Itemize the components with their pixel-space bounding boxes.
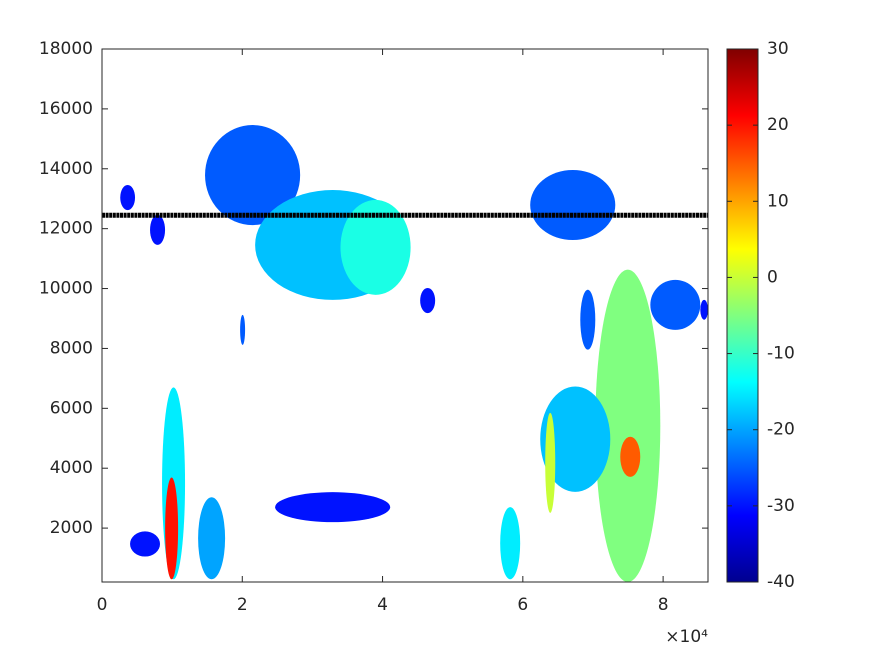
y-tick-label: 12000 xyxy=(39,219,93,239)
reflectivity-patch xyxy=(530,169,616,241)
x-tick-label: 6 xyxy=(517,595,528,615)
reflectivity-patch xyxy=(240,314,246,345)
reflectivity-patch xyxy=(120,184,136,211)
reflectivity-patch xyxy=(165,477,179,580)
reflectivity-patch xyxy=(275,492,391,523)
colorbar-tick-label: -40 xyxy=(767,572,795,592)
y-tick-label: 16000 xyxy=(39,99,93,119)
reflectivity-patch xyxy=(700,299,708,320)
y-tick-label: 10000 xyxy=(39,279,93,299)
reflectivity-patch xyxy=(500,507,521,580)
colorbar-tick-label: -20 xyxy=(767,420,795,440)
reflectivity-patch xyxy=(620,436,641,477)
plot-layer xyxy=(102,125,708,582)
y-tick-label: 2000 xyxy=(50,518,93,538)
x-exponent: ×10⁴ xyxy=(665,627,708,647)
reflectivity-patch xyxy=(420,287,436,314)
y-tick-label: 14000 xyxy=(39,159,93,179)
y-tick-label: 6000 xyxy=(50,398,93,418)
colorbar-tick-label: -30 xyxy=(767,496,795,516)
colorbar-tick-label: 30 xyxy=(767,39,789,59)
reflectivity-patch xyxy=(580,289,596,350)
axes-box xyxy=(101,48,709,583)
reflectivity-patch xyxy=(340,199,411,295)
colorbar-tick-label: -10 xyxy=(767,344,795,364)
reflectivity-patch xyxy=(650,279,701,330)
reflectivity-patch xyxy=(150,214,166,245)
colorbar-tick-label: 0 xyxy=(767,267,778,287)
reflectivity-patch xyxy=(545,412,556,513)
y-tick-label: 18000 xyxy=(39,39,93,59)
x-tick-label: 0 xyxy=(97,595,108,615)
reflectivity-patch xyxy=(205,125,301,226)
colorbar-tick-label: 10 xyxy=(767,191,789,211)
reflectivity-patch xyxy=(540,386,611,492)
colorbar-tick-label: 20 xyxy=(767,115,789,135)
reflectivity-patch xyxy=(130,531,161,557)
x-tick-label: 4 xyxy=(377,595,388,615)
colorbar xyxy=(726,48,759,583)
y-tick-label: 8000 xyxy=(50,338,93,358)
reflectivity-patch xyxy=(595,269,661,582)
y-tick-label: 4000 xyxy=(50,458,93,478)
reflectivity-patch xyxy=(198,497,226,580)
x-tick-label: 8 xyxy=(658,595,669,615)
x-tick-label: 2 xyxy=(237,595,248,615)
